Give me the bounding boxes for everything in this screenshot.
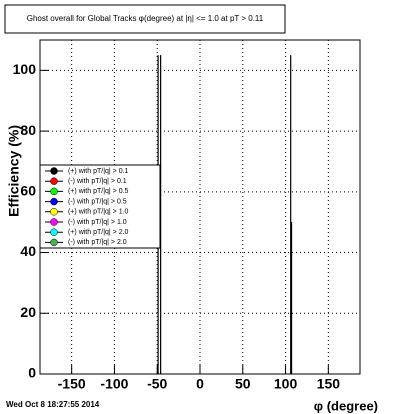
legend-label: (-) with pT/|q| > 0.5 xyxy=(68,198,127,205)
x-tick-label: 150 xyxy=(317,376,341,392)
legend-label: (+) with pT/|q| > 0.1 xyxy=(68,168,129,175)
x-tick-label: -50 xyxy=(147,376,167,392)
legend-label: (+) with pT/|q| > 2.0 xyxy=(68,229,129,236)
title-box xyxy=(4,4,286,34)
x-axis-label: φ (degree) xyxy=(314,398,378,413)
x-tick-label: -100 xyxy=(100,376,128,392)
y-tick-label: 40 xyxy=(20,243,36,259)
x-tick-label: -150 xyxy=(58,376,86,392)
y-axis-label: Efficiency (%) xyxy=(6,125,22,217)
legend-marker xyxy=(50,167,58,175)
y-tick-label: 0 xyxy=(28,365,36,381)
y-tick-label: 60 xyxy=(20,183,36,199)
legend-label: (-) with pT/|q| > 0.1 xyxy=(68,178,127,185)
legend-label: (-) with pT/|q| > 1.0 xyxy=(68,219,127,226)
legend-box xyxy=(39,164,161,249)
legend-marker xyxy=(50,228,58,236)
legend-marker xyxy=(50,238,58,247)
y-tick-label: 80 xyxy=(20,122,36,138)
chart-title: Ghost overall for Global Tracks φ(degree… xyxy=(27,14,264,23)
x-tick-label: 50 xyxy=(235,376,251,392)
x-tick-label: 100 xyxy=(274,376,298,392)
footer: Wed Oct 8 18:27:55 2014 xyxy=(6,400,100,409)
legend-marker xyxy=(50,177,58,185)
y-tick-label: 100 xyxy=(13,61,37,77)
legend-marker xyxy=(50,208,58,216)
legend-marker xyxy=(50,218,58,226)
legend-marker xyxy=(50,187,58,196)
legend: (+) with pT/|q| > 0.1 (-) with pT/|q| > 0… xyxy=(39,164,161,249)
legend-marker xyxy=(50,197,58,206)
legend-label: (+) with pT/|q| > 0.5 xyxy=(68,188,129,195)
legend-label: (+) with pT/|q| > 1.0 xyxy=(68,209,129,216)
legend-label: (-) with pT/|q| > 2.0 xyxy=(68,239,127,246)
y-tick-label: 20 xyxy=(20,304,36,320)
x-tick-label: 0 xyxy=(196,376,204,392)
